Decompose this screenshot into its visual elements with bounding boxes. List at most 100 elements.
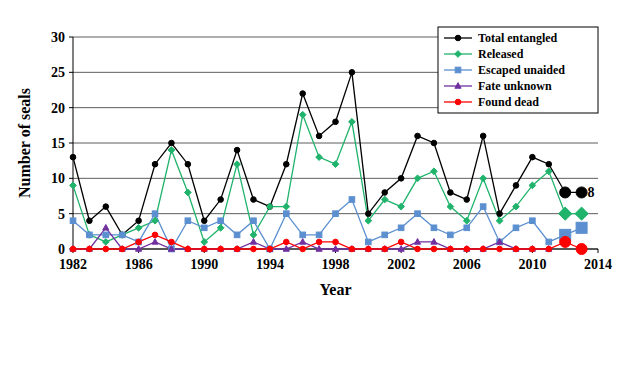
data-point [185, 161, 191, 167]
y-tick [69, 107, 73, 108]
data-point [201, 218, 207, 224]
data-point [365, 246, 371, 252]
data-point [184, 189, 191, 196]
data-point [119, 232, 125, 238]
y-tick-label: 15 [51, 136, 65, 151]
data-point [546, 239, 552, 245]
data-point [513, 183, 519, 189]
data-point [267, 203, 274, 210]
data-point [201, 239, 208, 246]
y-tick [69, 213, 73, 214]
y-tick [69, 178, 73, 179]
data-point [283, 161, 289, 167]
data-point [185, 246, 191, 252]
y-tick-label: 0 [58, 242, 65, 257]
data-point [103, 204, 109, 210]
data-point [398, 246, 404, 252]
data-point [168, 147, 175, 154]
data-point [349, 246, 355, 252]
data-point [530, 246, 536, 252]
data-point [136, 239, 142, 245]
data-point [464, 197, 470, 203]
data-point [381, 196, 388, 203]
legend-marker [455, 51, 462, 58]
legend-label: Found dead [478, 95, 539, 109]
data-point [283, 203, 290, 210]
data-point [545, 168, 552, 175]
data-point [169, 246, 175, 252]
data-point [448, 190, 454, 196]
data-point [431, 246, 437, 252]
grid-line [73, 143, 598, 144]
data-point [447, 246, 453, 252]
data-point [448, 246, 454, 252]
data-point [398, 176, 404, 182]
data-point [102, 239, 109, 246]
data-point [496, 217, 503, 224]
data-point [366, 211, 372, 217]
data-point [529, 246, 535, 252]
data-point [398, 225, 404, 231]
data-point [218, 197, 224, 203]
data-point [300, 239, 306, 245]
legend-label: Released [478, 47, 524, 61]
y-tick-label: 10 [51, 171, 65, 186]
x-tick-label: 1998 [322, 257, 350, 272]
y-tick-label: 25 [51, 65, 65, 80]
y-tick [69, 72, 73, 73]
data-point [136, 239, 142, 245]
data-point [546, 246, 552, 252]
data-point [87, 232, 93, 238]
data-point [497, 239, 503, 245]
data-point [234, 246, 240, 252]
data-point [431, 225, 437, 231]
data-point [267, 246, 273, 252]
y-tick [69, 143, 73, 144]
data-point [185, 218, 191, 224]
data-point [316, 239, 322, 245]
data-point [415, 211, 421, 217]
data-point [333, 119, 339, 125]
data-point [546, 246, 552, 252]
data-point [415, 133, 421, 139]
y-tick [69, 37, 73, 38]
data-point [70, 218, 76, 224]
x-tick-label: 1986 [125, 257, 153, 272]
legend-marker [455, 67, 461, 73]
data-point [70, 246, 76, 252]
x-tick-label: 1990 [190, 257, 218, 272]
data-point [414, 175, 421, 182]
legend-marker [455, 99, 461, 105]
data-point [119, 232, 125, 238]
data-point [103, 224, 109, 230]
data-point [576, 244, 587, 255]
data-point [480, 204, 486, 210]
data-point [332, 161, 339, 168]
data-point [169, 239, 175, 245]
data-point [576, 187, 587, 198]
data-point [349, 197, 355, 203]
data-point [316, 154, 323, 161]
data-point [234, 232, 240, 238]
data-point [463, 217, 470, 224]
data-point [382, 232, 388, 238]
data-point [217, 224, 224, 231]
data-point [398, 203, 405, 210]
data-point [480, 175, 487, 182]
data-point [431, 168, 438, 175]
legend-label: Total entangled [478, 31, 558, 45]
series-line [73, 72, 582, 235]
data-point [283, 246, 289, 252]
data-point [448, 232, 454, 238]
data-point [218, 246, 224, 252]
data-point [560, 236, 571, 247]
data-point [575, 207, 588, 220]
data-point [267, 246, 273, 252]
data-point [218, 246, 224, 252]
data-point [382, 190, 388, 196]
x-tick-label: 1994 [256, 257, 284, 272]
data-point [316, 232, 322, 238]
legend-label: Escaped unaided [478, 63, 565, 77]
data-point [234, 161, 241, 168]
data-point [250, 239, 256, 245]
